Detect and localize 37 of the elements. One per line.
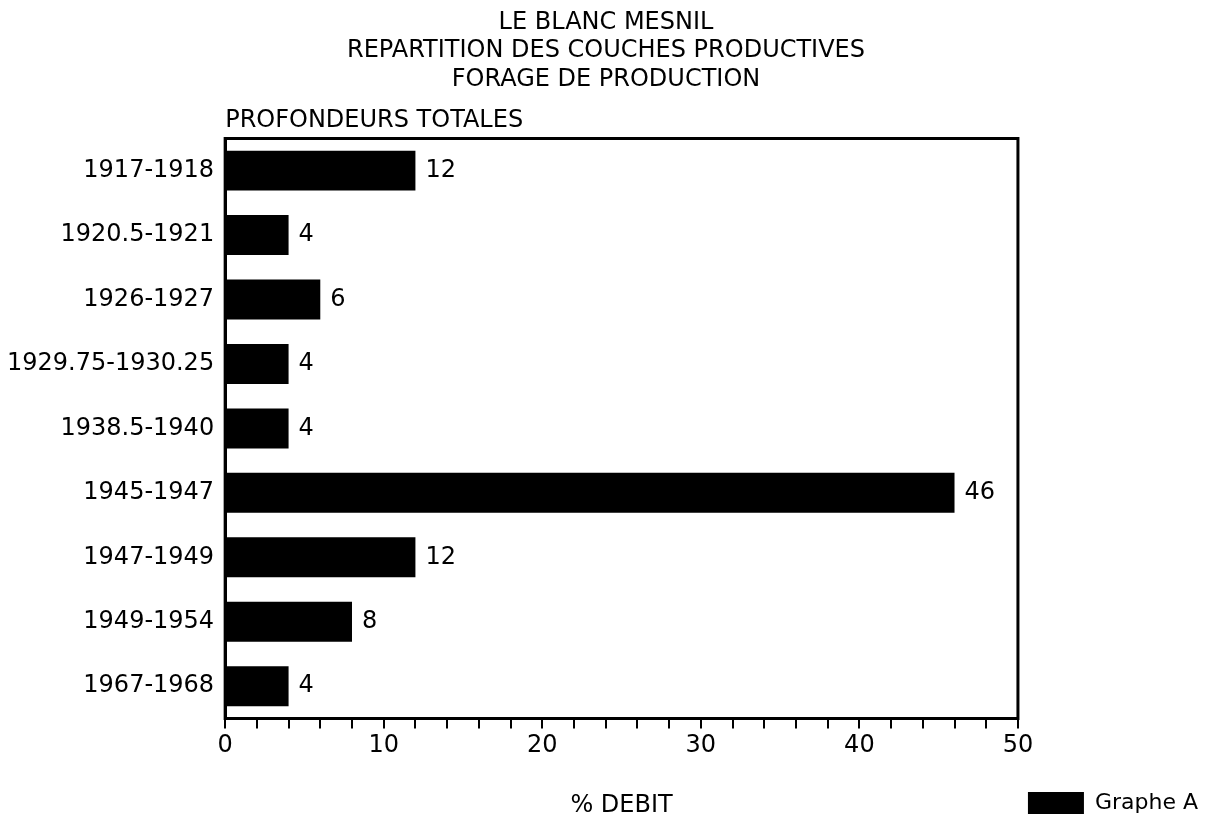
bar (226, 150, 416, 191)
y-tick-label: 1938.5-1940 (60, 412, 215, 441)
y-tick-label: 1920.5-1921 (60, 219, 215, 248)
y-tick-label: 1945-1947 (83, 477, 215, 506)
data-label: 4 (298, 412, 314, 441)
x-tick-label: 20 (526, 730, 558, 759)
data-label: 12 (425, 154, 456, 183)
y-tick-label: 1949-1954 (83, 605, 215, 634)
data-label: 12 (425, 541, 456, 570)
y-tick-label: 1967-1968 (83, 670, 215, 699)
x-tick-label: 0 (217, 730, 233, 759)
y-tick-label: 1929.75-1930.25 (7, 348, 215, 377)
data-label: 6 (330, 283, 346, 312)
y-tick-label: 1917-1918 (83, 154, 215, 183)
bar (226, 601, 352, 642)
data-label: 8 (362, 605, 378, 634)
data-label: 4 (298, 219, 314, 248)
bar (226, 215, 289, 256)
data-label: 46 (964, 477, 996, 506)
y-axis-title: PROFONDEURS TOTALES (225, 104, 524, 133)
x-tick-label: 10 (368, 730, 399, 759)
chart-title: LE BLANC MESNIL REPARTITION DES COUCHES PRODUCTIVES FORAGE DE PRODUCTION (346, 6, 866, 93)
bar (226, 537, 416, 578)
data-label: 4 (298, 670, 314, 699)
x-tick-label: 40 (844, 730, 875, 759)
bar (226, 666, 289, 707)
x-axis-title: % DEBIT (570, 789, 674, 818)
bar (226, 472, 955, 513)
data-label: 4 (298, 348, 314, 377)
bar (226, 279, 321, 320)
x-tick-label: 30 (685, 730, 717, 759)
y-tick-label: 1926-1927 (83, 283, 215, 312)
y-tick-label: 1947-1949 (83, 541, 215, 570)
bar (226, 408, 289, 449)
legend-label: Graphe A (1094, 788, 1198, 814)
x-tick-label: 50 (1002, 730, 1034, 759)
bar (226, 343, 289, 384)
